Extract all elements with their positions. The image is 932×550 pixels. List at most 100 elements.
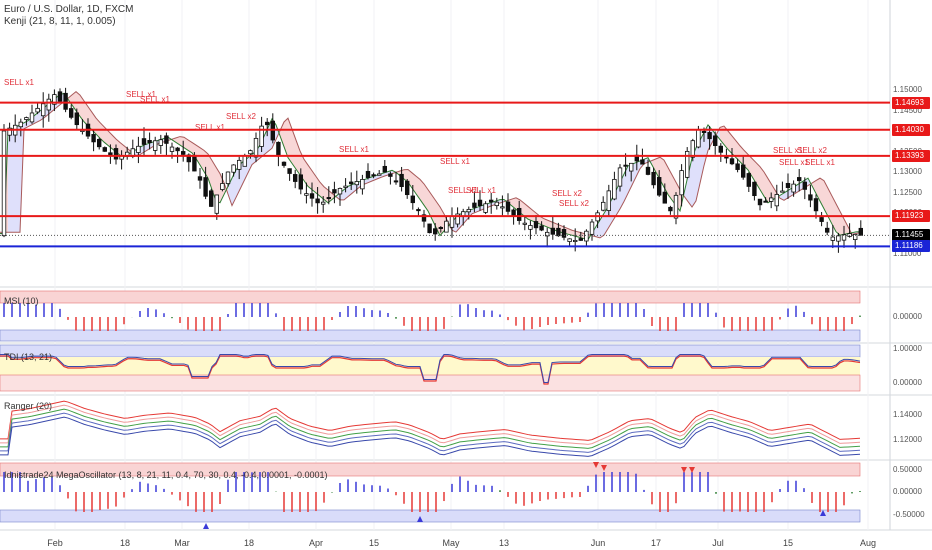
level-tag: 1.14693 — [892, 96, 930, 109]
candle-body — [102, 147, 107, 152]
candle-body — [203, 177, 208, 197]
candle-body — [175, 147, 180, 152]
candle-body — [348, 181, 354, 185]
candle-body — [292, 174, 298, 182]
time-tick-label: 15 — [368, 538, 380, 548]
candle-body — [24, 117, 29, 120]
candle-body — [494, 201, 499, 207]
cloud-segment — [528, 206, 532, 221]
candle-body — [763, 200, 768, 203]
candle-body — [729, 158, 735, 165]
candle-body — [354, 181, 359, 186]
candle-body — [707, 132, 712, 140]
symbol-title: Euro / U.S. Dollar, 1D, FXCM — [4, 4, 134, 15]
cloud-segment — [84, 100, 88, 126]
sell-signal: SELL x2 — [797, 146, 827, 155]
cloud-segment — [828, 188, 832, 225]
ranger-line — [0, 404, 861, 445]
candle-body — [158, 139, 163, 146]
cloud-segment — [820, 178, 824, 209]
candle-body — [741, 164, 746, 178]
candle-body — [629, 162, 634, 172]
tdi-line-red — [0, 355, 861, 385]
cloud-segment — [784, 190, 788, 201]
candle-body — [573, 239, 578, 242]
ranger-pane-label[interactable]: Ranger (20) — [4, 401, 53, 411]
tdi-scale-one: 1.00000 — [893, 344, 922, 353]
cloud-segment — [192, 142, 196, 159]
sell-signal: SELL x1 — [773, 146, 803, 155]
cloud-segment — [248, 154, 252, 173]
cloud-segment — [108, 130, 112, 149]
cloud-segment — [600, 213, 604, 238]
cloud-segment — [424, 183, 428, 211]
time-tick-label: 18 — [243, 538, 255, 548]
candle-body — [640, 159, 645, 165]
candle-body — [320, 201, 326, 205]
mega-pane-label[interactable]: Idnistrade24 MegaOscillator (13, 8, 21, … — [4, 470, 328, 480]
time-tick-label: 17 — [650, 538, 662, 548]
candle-body — [466, 208, 471, 213]
candle-body — [528, 225, 533, 230]
candle-body — [701, 130, 707, 133]
cloud-segment — [304, 159, 308, 187]
candle-body — [169, 146, 175, 152]
msi-scale-zero: 0.00000 — [893, 312, 922, 321]
level-tag: 1.11186 — [892, 240, 930, 253]
chart-title: Euro / U.S. Dollar, 1D, FXCM Kenji (21, … — [4, 4, 133, 28]
price-tick-label: 1.11000 — [893, 249, 922, 258]
candle-body — [152, 140, 158, 151]
candle-body — [41, 103, 46, 117]
candle-body — [248, 150, 253, 155]
cloud-segment — [320, 182, 324, 200]
candle-body — [556, 227, 561, 237]
sell-arrow — [601, 465, 607, 471]
cloud-segment — [688, 157, 692, 207]
candle-body — [427, 223, 432, 234]
ranger-scale-high: 1.14000 — [893, 410, 922, 419]
cloud-segment — [764, 172, 768, 203]
tdi-pane-label[interactable]: TDI (13, 21) — [4, 352, 53, 362]
price-tick-label: 1.14500 — [893, 105, 922, 115]
sell-signal: SELL x1 — [466, 186, 496, 195]
price-tick-label: 1.15000 — [893, 85, 922, 94]
candle-body — [500, 206, 505, 209]
candle-body — [97, 138, 102, 148]
cloud-segment — [204, 150, 208, 179]
time-tick-label: 18 — [119, 538, 131, 548]
tdi-line-blue — [0, 354, 861, 383]
candle-body — [539, 225, 544, 231]
candle-body — [337, 187, 343, 195]
candle-body — [673, 194, 679, 219]
cloud-segment — [732, 135, 736, 158]
msi-pane-label[interactable]: MSI (10) — [4, 296, 39, 306]
cloud-segment — [756, 162, 760, 190]
sell-signal: SELL x1 — [448, 186, 478, 195]
mega-scale-low: -0.50000 — [893, 510, 925, 519]
cloud-segment — [432, 195, 436, 228]
candle-body — [752, 181, 757, 197]
candle-body — [483, 203, 488, 213]
cloud-segment — [232, 169, 236, 206]
sell-signal: SELL x1 — [805, 158, 835, 167]
candle-body — [35, 107, 40, 113]
candle-body — [332, 189, 337, 194]
candle-body — [690, 140, 695, 158]
mega-histogram — [3, 472, 861, 512]
candle-body — [545, 231, 550, 237]
sell-signal: SELL x2 — [552, 189, 582, 198]
ranger-line — [0, 416, 861, 457]
cloud-segment — [96, 118, 100, 139]
msi-lower-band — [0, 329, 861, 342]
cloud-segment — [100, 122, 104, 143]
candle-body — [685, 150, 690, 178]
candle-body — [225, 171, 231, 184]
ranger-line — [0, 408, 861, 449]
candle-body — [797, 177, 802, 182]
sell-arrow — [593, 462, 599, 468]
candle-body — [517, 207, 522, 221]
cloud-segment — [280, 121, 284, 147]
cloud-segment — [808, 178, 812, 186]
